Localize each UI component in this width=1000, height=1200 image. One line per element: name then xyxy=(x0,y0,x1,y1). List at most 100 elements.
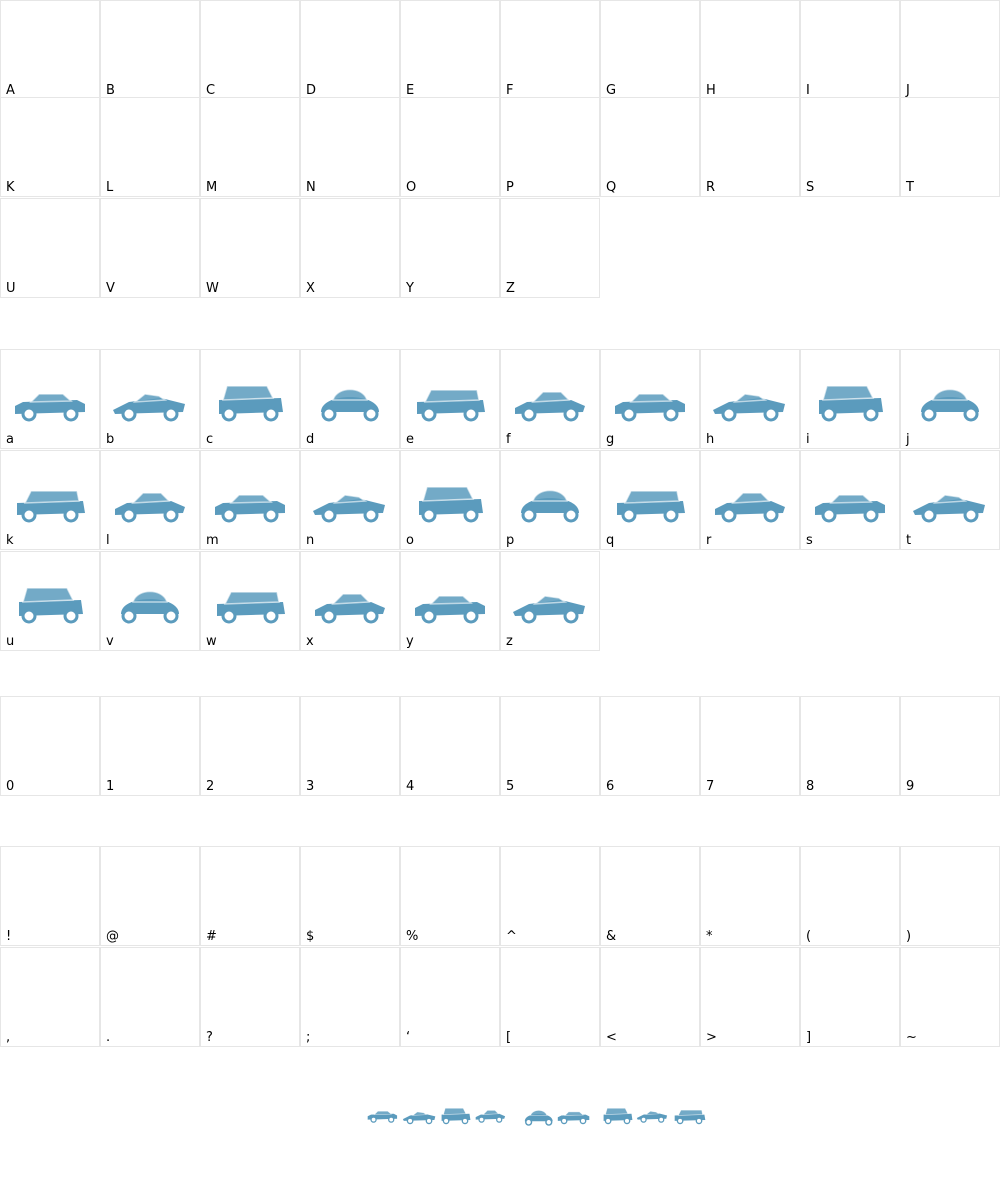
glyph-cell: F xyxy=(500,0,600,100)
glyph-label: Y xyxy=(406,281,414,296)
glyph-cell: w xyxy=(200,551,300,651)
mini-car-icon xyxy=(819,385,883,422)
glyph-label: q xyxy=(606,533,615,548)
cartoon-car-icon xyxy=(617,490,685,523)
glyph-label: S xyxy=(806,180,815,195)
glyph-cell: H xyxy=(700,0,800,100)
glyph-cell: i xyxy=(800,349,900,449)
glyph-label: P xyxy=(506,180,514,195)
sedan-car-icon xyxy=(715,492,785,523)
glyph-label: a xyxy=(6,432,14,447)
glyph-label: . xyxy=(106,1030,111,1045)
glyph-cell: . xyxy=(100,947,200,1047)
glyph-cell: ] xyxy=(800,947,900,1047)
car-icon xyxy=(315,593,385,624)
sedan-car-icon xyxy=(15,393,85,422)
van-car-icon xyxy=(615,393,685,422)
glyph-label: V xyxy=(106,281,115,296)
glyph-cell: s xyxy=(800,450,900,550)
glyph-label: , xyxy=(6,1030,11,1045)
glyph-cell: N xyxy=(300,97,400,197)
glyph-label: 9 xyxy=(906,779,915,794)
glyph-cell: * xyxy=(700,846,800,946)
glyph-label: * xyxy=(706,929,713,944)
glyph-label: L xyxy=(106,180,114,195)
glyph-label: f xyxy=(506,432,511,447)
glyph-cell: U xyxy=(0,198,100,298)
glyph-cell: ( xyxy=(800,846,900,946)
glyph-label: l xyxy=(106,533,110,548)
glyph-label: m xyxy=(206,533,219,548)
glyph-cell: Z xyxy=(500,198,600,298)
roadster-car-icon xyxy=(419,486,483,523)
glyph-cell: B xyxy=(100,0,200,100)
car-icon xyxy=(217,591,285,624)
glyph-cell: Y xyxy=(400,198,500,298)
glyph-label: r xyxy=(706,533,712,548)
glyph-label: T xyxy=(906,180,914,195)
glyph-cell: E xyxy=(400,0,500,100)
sample-car-icon xyxy=(367,1110,398,1123)
glyph-label: A xyxy=(6,83,15,98)
glyph-cell: ~ xyxy=(900,947,1000,1047)
glyph-cell: M xyxy=(200,97,300,197)
glyph-label: % xyxy=(406,929,419,944)
glyph-cell: p xyxy=(500,450,600,550)
glyph-label: x xyxy=(306,634,314,649)
glyph-cell: h xyxy=(700,349,800,449)
sample-car-icon xyxy=(603,1107,633,1125)
roadster-car-icon xyxy=(417,389,485,422)
glyph-label: B xyxy=(106,83,115,98)
glyph-label: R xyxy=(706,180,716,195)
glyph-label: k xyxy=(6,533,14,548)
glyph-label: U xyxy=(6,281,16,296)
sedan-car-icon xyxy=(17,490,85,523)
sample-car-icon xyxy=(475,1110,506,1123)
sample-car-icon xyxy=(674,1109,706,1125)
glyph-label: Q xyxy=(606,180,617,195)
glyph-cell: q xyxy=(600,450,700,550)
glyph-label: g xyxy=(606,432,615,447)
car-icon xyxy=(415,595,485,624)
glyph-cell: c xyxy=(200,349,300,449)
glyph-cell: n xyxy=(300,450,400,550)
glyph-cell: ! xyxy=(0,846,100,946)
glyph-label: 4 xyxy=(406,779,415,794)
glyph-label: u xyxy=(6,634,15,649)
glyph-label: ^ xyxy=(506,929,517,944)
sample-car-icon xyxy=(636,1110,668,1123)
coupe-car-icon xyxy=(19,587,83,624)
glyph-label: G xyxy=(606,83,617,98)
glyph-label: ( xyxy=(806,929,812,944)
glyph-label: N xyxy=(306,180,316,195)
glyph-cell: d xyxy=(300,349,400,449)
glyph-label: M xyxy=(206,180,218,195)
glyph-label: p xyxy=(506,533,515,548)
vintage-car-icon xyxy=(521,489,579,523)
glyph-cell: [ xyxy=(500,947,600,1047)
glyph-label: 5 xyxy=(506,779,515,794)
sample-car-icon xyxy=(402,1111,436,1125)
glyph-cell: y xyxy=(400,551,500,651)
glyph-label: E xyxy=(406,83,415,98)
glyph-cell: m xyxy=(200,450,300,550)
glyph-cell: v xyxy=(100,551,200,651)
glyph-label: K xyxy=(6,180,15,195)
glyph-label: 3 xyxy=(306,779,315,794)
glyph-label: 2 xyxy=(206,779,215,794)
glyph-cell: G xyxy=(600,0,700,100)
glyph-cell: W xyxy=(200,198,300,298)
glyph-label: 6 xyxy=(606,779,615,794)
glyph-label: y xyxy=(406,634,414,649)
glyph-label: h xyxy=(706,432,715,447)
glyph-cell: ; xyxy=(300,947,400,1047)
glyph-cell: D xyxy=(300,0,400,100)
glyph-cell: V xyxy=(100,198,200,298)
glyph-label: t xyxy=(906,533,912,548)
glyph-label: ‘ xyxy=(406,1030,411,1045)
glyph-cell: $ xyxy=(300,846,400,946)
sedan-car-icon xyxy=(913,494,985,523)
glyph-cell: e xyxy=(400,349,500,449)
wagon-car-icon xyxy=(215,494,285,523)
glyph-cell: ? xyxy=(200,947,300,1047)
